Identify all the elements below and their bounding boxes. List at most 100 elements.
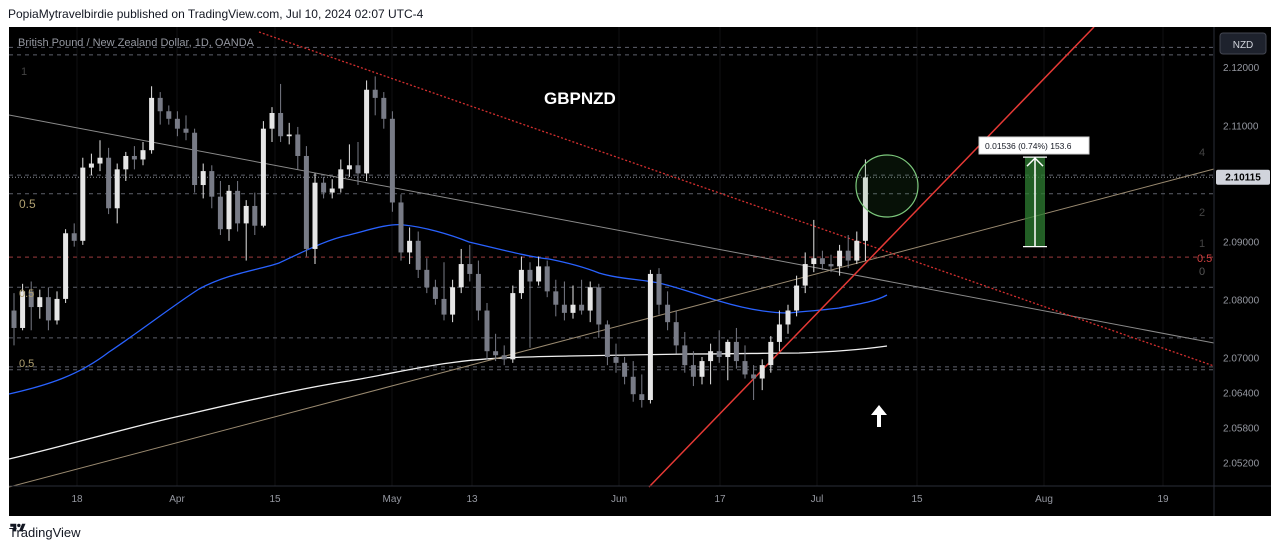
time-axis: 18 Apr 15 May 13 Jun 17 Jul 15 Aug 19 bbox=[71, 494, 1169, 505]
candle bbox=[467, 244, 473, 282]
candle-body bbox=[381, 97, 387, 119]
candle-body bbox=[131, 155, 137, 160]
candle-body bbox=[149, 97, 155, 151]
red-solid-trendline bbox=[648, 27, 1095, 488]
candle-body bbox=[647, 273, 653, 401]
fib-label: 1 bbox=[21, 66, 27, 78]
candle bbox=[458, 248, 464, 294]
candle bbox=[149, 86, 155, 154]
candle-body bbox=[441, 298, 447, 315]
price-tick-label: 2.11000 bbox=[1223, 121, 1259, 132]
fib-label: 0.5 bbox=[1197, 253, 1212, 265]
candle bbox=[269, 107, 275, 143]
candle bbox=[200, 163, 206, 199]
candle bbox=[71, 223, 77, 247]
candle bbox=[682, 332, 688, 373]
candle-body bbox=[475, 273, 481, 311]
candle bbox=[854, 231, 860, 265]
candle-body bbox=[604, 324, 610, 358]
candle bbox=[217, 180, 223, 236]
candle-body bbox=[570, 304, 576, 313]
candle-body bbox=[37, 297, 43, 308]
candle-body bbox=[682, 345, 688, 366]
candle bbox=[690, 351, 696, 387]
candle bbox=[20, 283, 26, 331]
candle bbox=[527, 262, 533, 348]
time-tick-label: May bbox=[383, 494, 402, 505]
candle-body bbox=[768, 341, 774, 366]
candle bbox=[372, 76, 378, 116]
candle-body bbox=[733, 341, 739, 362]
candle bbox=[596, 283, 602, 338]
candle-body bbox=[123, 155, 129, 170]
candle-body bbox=[622, 362, 628, 377]
chart-panel[interactable]: 0.01536 (0.74%) 153.6 0.5 0.5 0.5 0.5 0 … bbox=[9, 27, 1271, 516]
candle bbox=[63, 229, 69, 303]
candle-body bbox=[243, 205, 249, 224]
time-tick-label: Jul bbox=[811, 494, 824, 505]
candle-body bbox=[596, 287, 602, 325]
time-tick-label: Jun bbox=[611, 494, 627, 505]
currency-button[interactable] bbox=[1219, 32, 1267, 55]
candle-body bbox=[716, 351, 722, 358]
candle bbox=[802, 252, 808, 294]
candle bbox=[510, 285, 516, 363]
candle-body bbox=[665, 304, 671, 323]
candle bbox=[37, 289, 43, 319]
candle-body bbox=[673, 322, 679, 346]
candle-body bbox=[553, 291, 559, 305]
candle-body bbox=[114, 169, 120, 209]
time-tick-label: 13 bbox=[466, 494, 478, 505]
fib-label: 2 bbox=[1199, 207, 1205, 219]
candle-body bbox=[269, 112, 275, 129]
candle bbox=[768, 336, 774, 373]
highlight-circle bbox=[855, 154, 919, 218]
footer-brand: TradingView bbox=[9, 524, 81, 540]
chart-title: GBPNZD bbox=[544, 89, 616, 108]
candle bbox=[776, 310, 782, 352]
footer: TradingView bbox=[9, 522, 81, 542]
candle bbox=[389, 111, 395, 212]
candle bbox=[192, 128, 198, 193]
candle-body bbox=[372, 89, 378, 98]
candle bbox=[647, 269, 653, 404]
candle bbox=[622, 357, 628, 385]
candlestick-chart[interactable]: 0.01536 (0.74%) 153.6 0.5 0.5 0.5 0.5 0 … bbox=[9, 27, 1271, 516]
candle-body bbox=[295, 134, 301, 156]
candle-body bbox=[235, 190, 241, 224]
candle-body bbox=[501, 355, 507, 360]
candle bbox=[415, 231, 421, 278]
annotations: 0.01536 (0.74%) 153.6 bbox=[855, 136, 1090, 427]
candle bbox=[716, 330, 722, 363]
candle bbox=[544, 260, 550, 298]
candle-body bbox=[759, 365, 765, 379]
candle-body bbox=[527, 269, 533, 282]
ma-blue-line bbox=[9, 224, 888, 395]
red-dotted-trendline bbox=[258, 31, 1215, 367]
candle bbox=[484, 302, 490, 360]
axes: 2.12000 2.11000 2.09000 2.08000 2.07000 2.064… bbox=[9, 27, 1271, 516]
candle-body bbox=[97, 157, 103, 164]
candle-body bbox=[725, 341, 731, 358]
candle bbox=[587, 281, 593, 323]
candle bbox=[183, 115, 189, 141]
time-tick-label: 15 bbox=[269, 494, 281, 505]
candle-body bbox=[303, 155, 309, 249]
candle bbox=[819, 250, 825, 270]
candle bbox=[355, 142, 361, 186]
candle bbox=[346, 144, 352, 177]
candle bbox=[97, 140, 103, 172]
candle bbox=[553, 279, 559, 317]
candle-body bbox=[140, 150, 146, 160]
candle-body bbox=[54, 298, 60, 321]
candle-body bbox=[217, 196, 223, 230]
time-tick-label: Apr bbox=[169, 494, 185, 505]
candle-body bbox=[346, 165, 352, 170]
candle-body bbox=[837, 250, 843, 267]
candle-body bbox=[690, 365, 696, 377]
candle-body bbox=[785, 310, 791, 325]
candle bbox=[733, 327, 739, 369]
candle bbox=[174, 111, 180, 137]
candle-body bbox=[252, 205, 258, 226]
currency-button-label: NZD bbox=[1233, 40, 1254, 51]
